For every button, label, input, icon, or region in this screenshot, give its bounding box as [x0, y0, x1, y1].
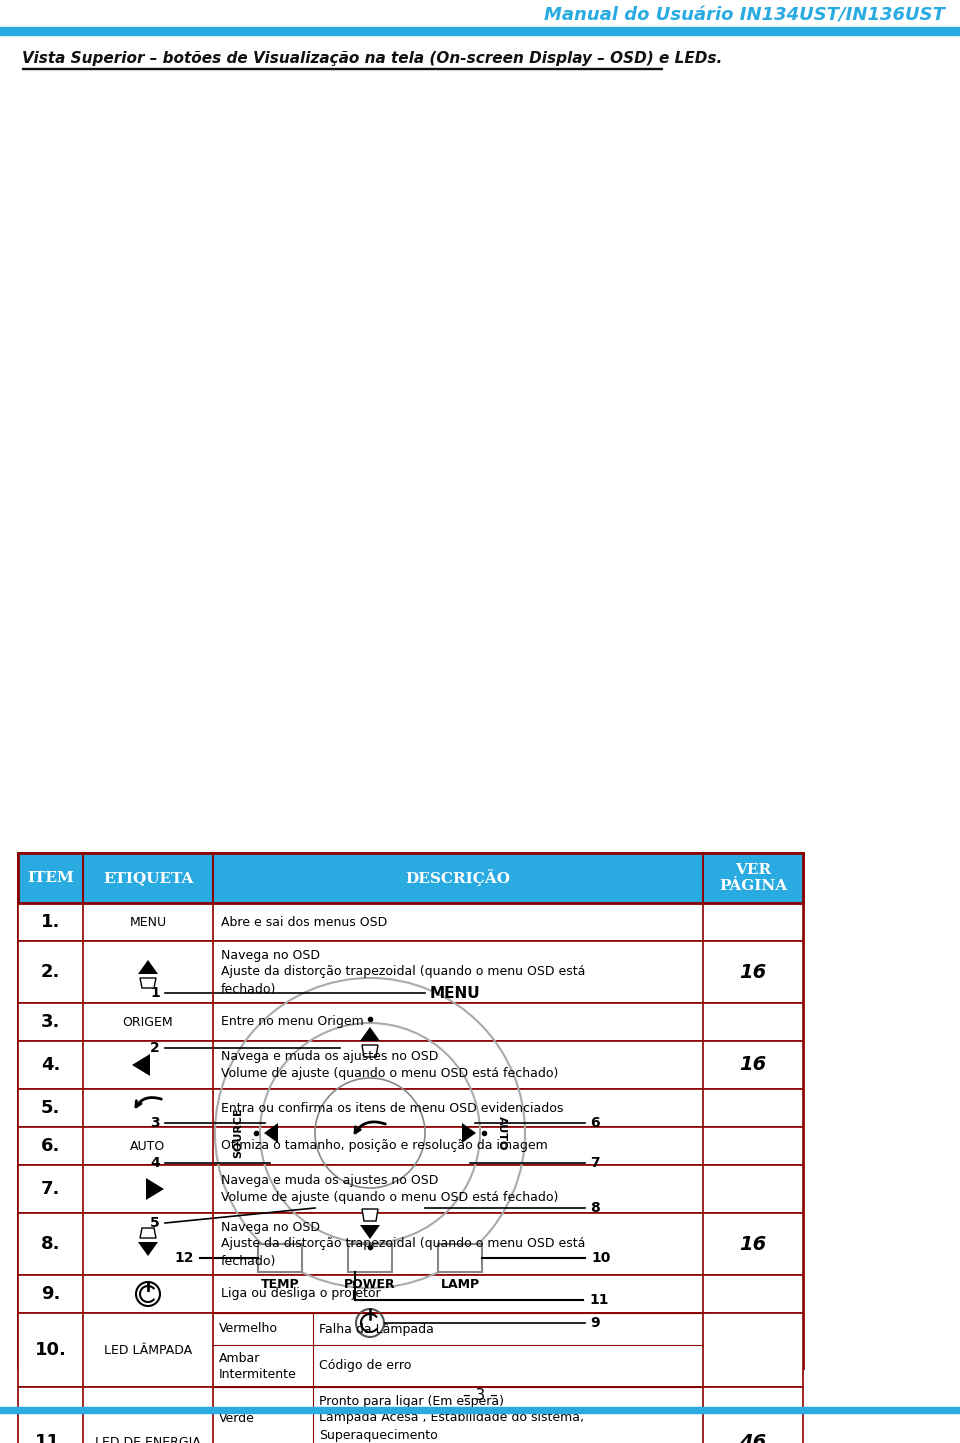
- Polygon shape: [264, 1123, 278, 1143]
- Text: Navega no OSD
Ajuste da distorção trapezoidal (quando o menu OSD está
fechado): Navega no OSD Ajuste da distorção trapez…: [221, 948, 586, 996]
- Bar: [18, 1276, 803, 1313]
- Text: 1: 1: [151, 986, 160, 1000]
- Text: 3.: 3.: [41, 1013, 60, 1030]
- Text: DESCRIÇÃO: DESCRIÇÃO: [405, 870, 511, 886]
- Text: 12: 12: [175, 1251, 194, 1266]
- Text: 6: 6: [590, 1115, 600, 1130]
- Text: Código de erro: Código de erro: [319, 1359, 412, 1372]
- Text: Navega e muda os ajustes no OSD
Volume de ajuste (quando o menu OSD está fechado: Navega e muda os ajustes no OSD Volume d…: [221, 1051, 559, 1079]
- Bar: [18, 1089, 803, 1127]
- Text: 4.: 4.: [41, 1056, 60, 1074]
- Text: SOURCE: SOURCE: [233, 1108, 243, 1159]
- Text: 9.: 9.: [41, 1286, 60, 1303]
- Polygon shape: [138, 1242, 158, 1255]
- Bar: [0, 27, 960, 35]
- Polygon shape: [360, 1225, 380, 1240]
- FancyBboxPatch shape: [348, 1244, 392, 1271]
- Text: Liga ou desliga o projetor: Liga ou desliga o projetor: [221, 1287, 380, 1300]
- Text: Falha da Lâmpada: Falha da Lâmpada: [319, 1322, 434, 1336]
- Text: 5.: 5.: [41, 1100, 60, 1117]
- Text: 11: 11: [589, 1293, 609, 1307]
- Text: Entre no menu Origem: Entre no menu Origem: [221, 1016, 364, 1029]
- Text: LAMP: LAMP: [441, 1278, 480, 1291]
- Text: 9: 9: [590, 1316, 600, 1330]
- Bar: [18, 941, 803, 1003]
- Polygon shape: [462, 1123, 476, 1143]
- FancyBboxPatch shape: [438, 1244, 482, 1271]
- Polygon shape: [138, 960, 158, 974]
- Polygon shape: [362, 1209, 378, 1221]
- Text: TEMP: TEMP: [261, 1278, 300, 1291]
- Text: AUTO: AUTO: [497, 1115, 507, 1150]
- Text: – 3 –: – 3 –: [463, 1388, 497, 1403]
- Text: 16: 16: [739, 1235, 767, 1254]
- Text: Abre e sai dos menus OSD: Abre e sai dos menus OSD: [221, 915, 387, 928]
- Text: Vista Superior – botões de Visualização na tela (On-screen Display – OSD) e LEDs: Vista Superior – botões de Visualização …: [22, 51, 722, 65]
- Text: MENU: MENU: [130, 915, 167, 928]
- Bar: [18, 1040, 803, 1089]
- Text: 1.: 1.: [41, 913, 60, 931]
- Text: Otimiza o tamanho, posição e resolução da imagem: Otimiza o tamanho, posição e resolução d…: [221, 1140, 548, 1153]
- Polygon shape: [360, 1027, 380, 1040]
- Text: 46: 46: [739, 1433, 767, 1443]
- Text: ETIQUETA: ETIQUETA: [103, 872, 193, 885]
- Text: Ambar
Intermitente: Ambar Intermitente: [219, 1352, 297, 1381]
- Bar: [18, 1214, 803, 1276]
- Bar: [18, 1387, 803, 1443]
- Bar: [18, 1165, 803, 1214]
- Polygon shape: [362, 1045, 378, 1058]
- Text: LED LÂMPADA: LED LÂMPADA: [104, 1343, 192, 1356]
- Polygon shape: [146, 1177, 164, 1201]
- Text: 6.: 6.: [41, 1137, 60, 1154]
- Text: ITEM: ITEM: [27, 872, 74, 885]
- Text: 7: 7: [590, 1156, 600, 1170]
- Text: 5: 5: [151, 1216, 160, 1229]
- Bar: [18, 903, 803, 941]
- Text: 10.: 10.: [35, 1341, 66, 1359]
- Text: Verde: Verde: [219, 1411, 254, 1424]
- Bar: [22, 68, 662, 69]
- Polygon shape: [140, 978, 156, 988]
- Bar: [18, 853, 803, 903]
- Text: VER
PÁGINA: VER PÁGINA: [719, 863, 787, 893]
- Text: POWER: POWER: [345, 1278, 396, 1291]
- Text: 10: 10: [591, 1251, 611, 1266]
- Text: 2: 2: [151, 1040, 160, 1055]
- Bar: [0, 1407, 960, 1413]
- Text: 7.: 7.: [41, 1180, 60, 1198]
- Polygon shape: [132, 1053, 150, 1076]
- Text: 2.: 2.: [41, 962, 60, 981]
- Text: 3: 3: [151, 1115, 160, 1130]
- Text: 4: 4: [151, 1156, 160, 1170]
- Bar: [18, 1313, 803, 1387]
- Text: Pronto para ligar (Em espera)
Lâmpada Acesa , Estabilidade do sistema,
Superaque: Pronto para ligar (Em espera) Lâmpada Ac…: [319, 1394, 584, 1442]
- Text: MENU: MENU: [430, 986, 481, 1000]
- Text: AUTO: AUTO: [131, 1140, 166, 1153]
- Text: Navega no OSD
Ajuste da distorção trapezoidal (quando o menu OSD está
fechado): Navega no OSD Ajuste da distorção trapez…: [221, 1221, 586, 1267]
- Polygon shape: [140, 1228, 156, 1238]
- Text: 8.: 8.: [40, 1235, 60, 1253]
- FancyBboxPatch shape: [258, 1244, 302, 1271]
- Text: 8: 8: [590, 1201, 600, 1215]
- Bar: [18, 853, 803, 1368]
- Text: 11.: 11.: [35, 1433, 66, 1443]
- Text: Vermelho: Vermelho: [219, 1322, 278, 1336]
- Text: Manual do Usuário IN134UST/IN136UST: Manual do Usuário IN134UST/IN136UST: [544, 7, 945, 25]
- Text: Navega e muda os ajustes no OSD
Volume de ajuste (quando o menu OSD está fechado: Navega e muda os ajustes no OSD Volume d…: [221, 1175, 559, 1203]
- Bar: [18, 1127, 803, 1165]
- Text: LED DE ENERGIA: LED DE ENERGIA: [95, 1436, 201, 1443]
- Text: Entra ou confirma os itens de menu OSD evidenciados: Entra ou confirma os itens de menu OSD e…: [221, 1101, 564, 1114]
- Text: 16: 16: [739, 1055, 767, 1075]
- Text: 16: 16: [739, 962, 767, 981]
- Text: ORIGEM: ORIGEM: [123, 1016, 174, 1029]
- Bar: [18, 1003, 803, 1040]
